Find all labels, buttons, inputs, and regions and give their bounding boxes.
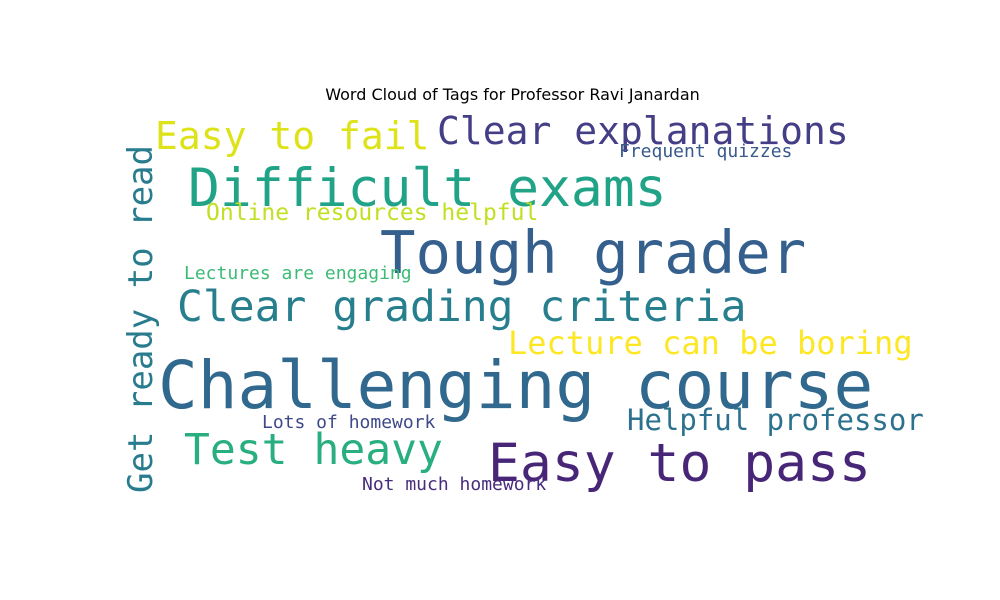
chart-title: Word Cloud of Tags for Professor Ravi Ja… <box>325 85 700 104</box>
word-frequent-quizzes: Frequent quizzes <box>619 141 792 162</box>
word-challenging-course: Challenging course <box>158 347 873 424</box>
word-easy-to-fail: Easy to fail <box>155 114 430 158</box>
word-helpful-professor: Helpful professor <box>627 403 924 437</box>
word-get-ready-to-read: Get ready to read <box>121 145 161 493</box>
word-clear-explanations: Clear explanations <box>437 109 849 153</box>
word-clear-grading-criteria: Clear grading criteria <box>177 282 747 332</box>
word-tough-grader: Tough grader <box>380 218 806 287</box>
word-not-much-homework: Not much homework <box>362 474 546 495</box>
word-lots-of-homework: Lots of homework <box>262 412 436 433</box>
word-lecture-can-be-boring: Lecture can be boring <box>508 324 913 362</box>
word-test-heavy: Test heavy <box>184 425 443 475</box>
word-easy-to-pass: Easy to pass <box>488 433 871 494</box>
word-difficult-exams: Difficult exams <box>188 158 667 219</box>
word-lectures-are-engaging: Lectures are engaging <box>184 263 412 284</box>
word-online-resources-helpful: Online resources helpful <box>206 200 538 226</box>
